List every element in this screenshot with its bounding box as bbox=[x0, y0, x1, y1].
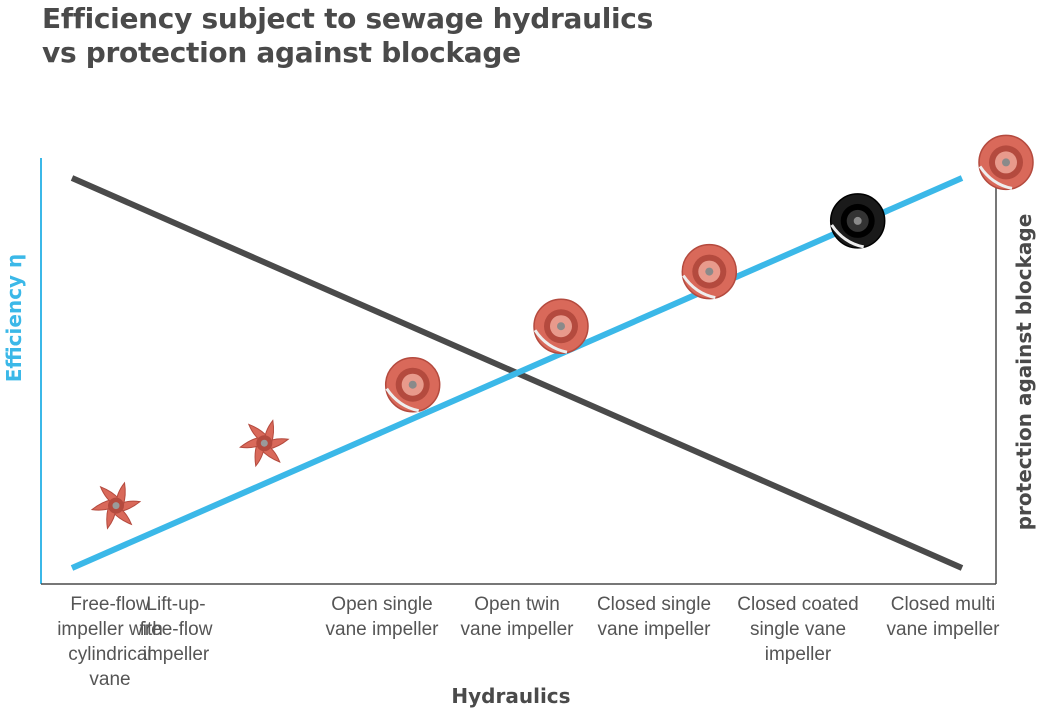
category-label: Closed coated single vane impeller bbox=[737, 594, 858, 665]
impeller-icon bbox=[384, 356, 441, 413]
impeller-icon bbox=[239, 419, 290, 468]
category-labels: Free-flow impeller with cylindrical vane Lif… bbox=[57, 594, 1000, 690]
category-label-line: Closed multi bbox=[891, 594, 996, 615]
impeller-icon bbox=[829, 193, 886, 249]
y-axis-label-right: protection against blockage bbox=[1012, 214, 1036, 531]
category-label: Open single vane impeller bbox=[326, 594, 440, 640]
chart-title-line-2: vs protection against blockage bbox=[42, 36, 521, 69]
category-label-line: Open single bbox=[331, 594, 432, 615]
impeller-icon bbox=[533, 298, 589, 354]
category-label-line: vane impeller bbox=[598, 619, 712, 640]
category-label-line: vane impeller bbox=[887, 619, 1001, 640]
category-label-line: Lift-up- bbox=[146, 594, 205, 615]
category-label-line: vane impeller bbox=[326, 619, 440, 640]
category-label-line: Closed coated bbox=[737, 594, 858, 615]
category-label-line: impeller bbox=[765, 644, 832, 665]
category-label-line: Open twin bbox=[474, 594, 560, 615]
category-label-line: cylindrical bbox=[68, 644, 151, 665]
category-label: Closed multi vane impeller bbox=[887, 594, 1001, 640]
category-label-line: vane impeller bbox=[461, 619, 575, 640]
series-lines bbox=[70, 175, 964, 571]
y-axis-label-left: Efficiency η bbox=[2, 254, 26, 383]
chart-title-line-1: Efficiency subject to sewage hydraulics bbox=[42, 2, 653, 35]
category-label-line: impeller with bbox=[57, 619, 163, 640]
category-label: Closed single vane impeller bbox=[597, 594, 711, 640]
category-label-line: impeller bbox=[143, 644, 210, 665]
category-label: Open twin vane impeller bbox=[461, 594, 575, 640]
efficiency-line bbox=[70, 175, 964, 571]
impeller-icon bbox=[978, 134, 1034, 191]
category-label: Free-flow impeller with cylindrical vane bbox=[57, 594, 163, 690]
impeller-icon bbox=[681, 243, 738, 300]
category-label-line: single vane bbox=[750, 619, 846, 640]
x-axis-label: Hydraulics bbox=[451, 684, 570, 708]
category-label: Lift-up-free-flow impeller bbox=[140, 594, 213, 665]
axes bbox=[40, 152, 997, 585]
category-label-line: Closed single bbox=[597, 594, 711, 615]
category-label-line: Free-flow bbox=[70, 594, 149, 615]
chart-title: Efficiency subject to sewage hydraulics … bbox=[42, 2, 653, 70]
category-label-line: free-flow bbox=[140, 619, 213, 640]
impeller-icon bbox=[90, 481, 142, 530]
category-label-line: vane bbox=[89, 669, 130, 690]
impeller-icons bbox=[90, 134, 1034, 530]
